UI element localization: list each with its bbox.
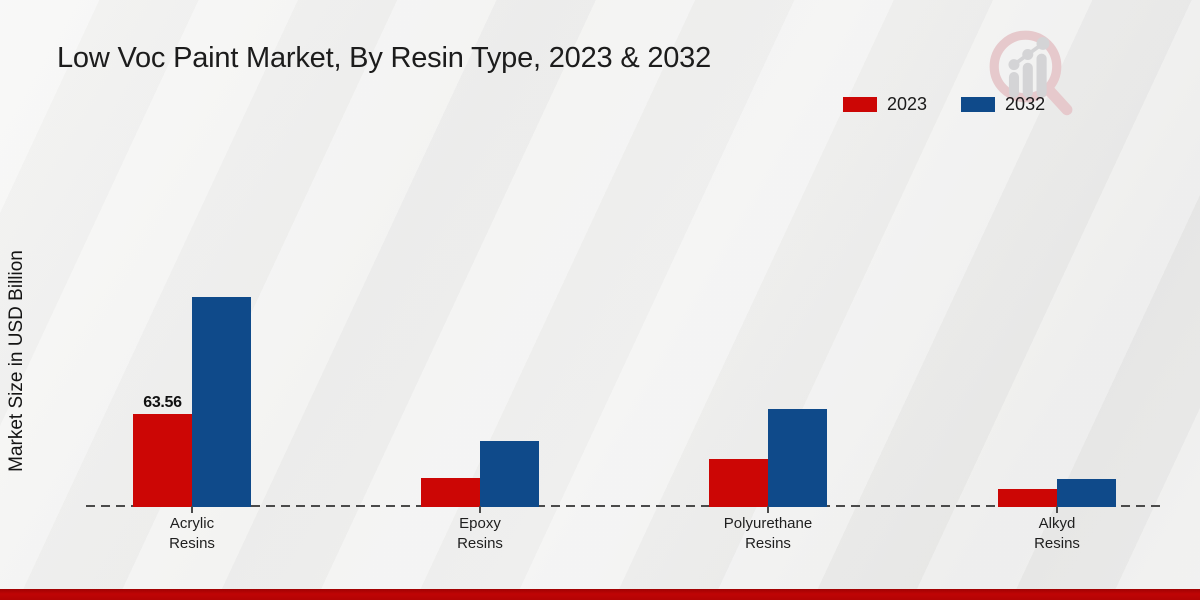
x-axis-tick-polyurethane-resins — [767, 506, 769, 513]
chart-title: Low Voc Paint Market, By Resin Type, 202… — [57, 42, 712, 74]
bar-2032-polyurethane-resins — [768, 409, 827, 507]
legend: 2023 2032 — [843, 94, 1045, 115]
category-label-acrylic-resins: Acrylic Resins — [169, 515, 215, 552]
legend-label-2032: 2032 — [1005, 94, 1046, 114]
legend-swatch-2023 — [843, 97, 877, 112]
bar-value-label-2023-acrylic-resins: 63.56 — [143, 394, 182, 411]
category-label-alkyd-resins: Alkyd Resins — [1034, 515, 1080, 552]
bar-2023-epoxy-resins — [421, 478, 480, 507]
bar-2032-acrylic-resins — [192, 297, 251, 507]
bar-2032-epoxy-resins — [480, 441, 539, 507]
bar-2023-acrylic-resins — [133, 414, 192, 507]
legend-label-2023: 2023 — [887, 94, 928, 114]
logo-bar-icon — [1008, 72, 1020, 98]
logo-trend-dot-icon — [1022, 49, 1034, 61]
x-axis-tick-alkyd-resins — [1056, 506, 1058, 513]
logo-bar-icon — [1036, 53, 1047, 98]
bottom-accent-strip — [0, 589, 1200, 600]
legend-swatch-2032 — [961, 97, 996, 112]
category-label-polyurethane-resins: Polyurethane Resins — [723, 515, 813, 552]
magnifier-bar-chart-watermark-logo — [989, 30, 1073, 116]
x-axis-tick-acrylic-resins — [191, 506, 193, 513]
category-label-epoxy-resins: Epoxy Resins — [457, 515, 503, 552]
bar-2023-alkyd-resins — [998, 489, 1057, 507]
logo-bar-icon — [1022, 62, 1033, 98]
bar-2023-polyurethane-resins — [709, 459, 768, 507]
magnifier-handle-icon — [1042, 83, 1073, 116]
bar-2032-alkyd-resins — [1057, 479, 1116, 507]
logo-trend-dot-icon — [1008, 59, 1020, 71]
magnifier-lens-icon — [989, 30, 1062, 103]
logo-trend-dot-icon — [1036, 37, 1050, 50]
x-axis-dashed-baseline — [86, 505, 1164, 507]
x-axis-tick-epoxy-resins — [479, 506, 481, 513]
legend-item-2023: 2023 — [843, 94, 927, 115]
legend-item-2032: 2032 — [961, 94, 1045, 115]
